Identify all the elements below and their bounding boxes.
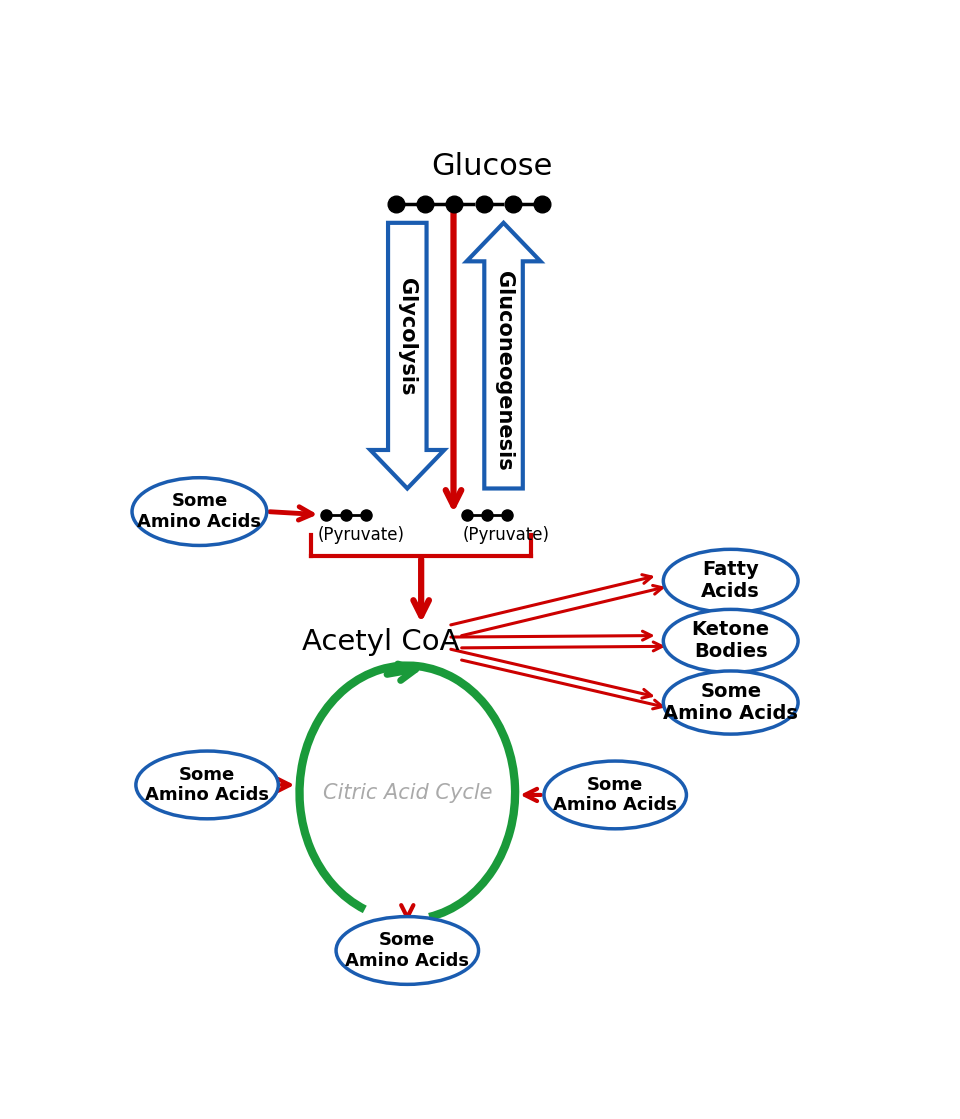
- Ellipse shape: [663, 610, 798, 673]
- Text: Glucose: Glucose: [431, 152, 553, 181]
- Text: Some
Amino Acids: Some Amino Acids: [137, 492, 261, 532]
- Ellipse shape: [132, 478, 267, 545]
- Text: Some
Amino Acids: Some Amino Acids: [346, 931, 469, 970]
- Ellipse shape: [663, 671, 798, 734]
- Text: Citric Acid Cycle: Citric Acid Cycle: [323, 782, 492, 802]
- Ellipse shape: [336, 916, 478, 985]
- Ellipse shape: [544, 761, 686, 829]
- Polygon shape: [467, 223, 540, 489]
- Text: Some
Amino Acids: Some Amino Acids: [553, 775, 677, 815]
- Ellipse shape: [136, 751, 278, 819]
- Text: Ketone
Bodies: Ketone Bodies: [691, 620, 770, 661]
- Text: Glycolysis: Glycolysis: [397, 278, 418, 395]
- Text: Some
Amino Acids: Some Amino Acids: [663, 683, 798, 723]
- Ellipse shape: [663, 549, 798, 612]
- Text: Some
Amino Acids: Some Amino Acids: [145, 765, 269, 805]
- Text: Fatty
Acids: Fatty Acids: [702, 561, 760, 601]
- Text: (Pyruvate): (Pyruvate): [318, 526, 404, 544]
- Polygon shape: [371, 223, 444, 489]
- Text: Acetyl CoA: Acetyl CoA: [301, 629, 459, 657]
- Text: (Pyruvate): (Pyruvate): [463, 526, 549, 544]
- Text: Gluconeogenesis: Gluconeogenesis: [493, 271, 514, 471]
